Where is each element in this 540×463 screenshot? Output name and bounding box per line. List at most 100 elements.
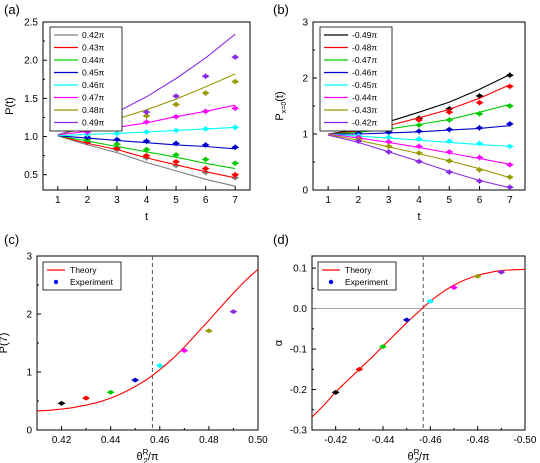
plot-area xyxy=(37,256,258,430)
x-axis-label-suffix: /π xyxy=(419,451,430,463)
data-point xyxy=(142,113,151,119)
y-tick-label: 0.0 xyxy=(293,304,307,315)
x-axis-label: θR 2/π xyxy=(136,448,158,463)
legend-box xyxy=(319,26,393,132)
x-tick-label: 0.44 xyxy=(101,435,121,446)
x-tick-label: -0.46 xyxy=(419,435,442,446)
experiment-point xyxy=(82,395,91,401)
data-point xyxy=(112,137,121,143)
legend-entry: 0.49π xyxy=(82,118,105,128)
panel-label: (c) xyxy=(4,232,19,247)
x-tick-label: 1 xyxy=(55,195,61,206)
y-tick-label: 2.0 xyxy=(24,56,38,67)
data-point xyxy=(231,54,240,60)
data-point xyxy=(231,79,240,85)
data-point xyxy=(505,184,514,190)
data-point xyxy=(445,127,454,132)
x-axis-label: θR 2/π xyxy=(407,448,429,463)
data-point xyxy=(475,155,484,160)
x-tick-label: -0.48 xyxy=(466,435,489,446)
y-tick-label: 0.1 xyxy=(293,264,307,275)
data-point xyxy=(172,127,181,133)
y-axis-label: α xyxy=(273,339,285,346)
data-point xyxy=(505,174,514,180)
legend-entry-experiment: Experiment xyxy=(345,277,389,287)
x-axis-label: t xyxy=(145,211,148,223)
y-axis-label: Px=0(t) xyxy=(274,91,288,120)
y-tick-label: 3 xyxy=(302,18,308,29)
x-tick-label: -0.42 xyxy=(324,435,347,446)
data-point xyxy=(445,149,454,155)
legend: Theory Experiment xyxy=(317,261,397,291)
panel-b: (b) 1 2 3 4 5 6 7 0 1 2 3 t Px=0(t) -0.49π -0.48π -0.47π… xyxy=(273,2,526,223)
x-axis-label-sup: R xyxy=(414,448,420,457)
data-point xyxy=(172,102,181,107)
legend-entry: -0.47π xyxy=(352,55,377,65)
data-point xyxy=(384,149,393,155)
plot-frame xyxy=(311,255,526,431)
x-tick-label: 4 xyxy=(416,195,422,206)
data-point xyxy=(505,121,514,127)
data-point xyxy=(445,169,454,175)
x-tick-label: 0.48 xyxy=(199,435,219,446)
y-axis-label-suffix: (t) xyxy=(274,91,286,101)
data-point xyxy=(201,166,210,172)
data-point xyxy=(354,138,363,144)
legend-entry: 0.44π xyxy=(82,55,105,65)
experiment-point xyxy=(331,389,340,395)
data-point xyxy=(172,140,181,146)
x-tick-label: 5 xyxy=(173,195,179,206)
experiment-point xyxy=(426,298,435,304)
legend: Theory Experiment xyxy=(42,261,122,291)
experiment-point xyxy=(355,366,364,372)
experiment-point xyxy=(402,317,411,323)
data-point xyxy=(384,134,393,140)
data-point xyxy=(505,143,514,149)
legend-box xyxy=(317,261,397,291)
legend-entry: -0.44π xyxy=(352,93,377,103)
experiment-point xyxy=(57,400,66,406)
x-axis-label: t xyxy=(417,211,420,223)
experiment-point xyxy=(229,309,238,315)
data-point xyxy=(505,83,514,89)
experiment-point xyxy=(155,363,164,369)
experiment-point xyxy=(106,389,115,395)
legend-entry: 0.46π xyxy=(82,80,105,90)
data-point xyxy=(415,143,423,149)
data-point xyxy=(172,114,181,120)
y-tick-label: 1.0 xyxy=(24,132,38,143)
panel-d: (d) -0.42 -0.44 -0.46 -0.48 -0.50 -0.3 -0.2 -0.1… xyxy=(273,232,537,463)
data-point xyxy=(201,90,210,96)
data-point xyxy=(415,122,423,128)
data-point xyxy=(142,147,151,152)
y-tick-label: 1.5 xyxy=(24,94,38,105)
data-point xyxy=(415,150,423,156)
data-point xyxy=(112,141,121,147)
y-axis-label-main: P xyxy=(274,113,286,120)
data-point xyxy=(231,105,240,111)
legend: 0.42π 0.43π 0.44π 0.45π 0.46π 0.47π 0.48π 0.49π xyxy=(49,26,123,132)
legend-entry: 0.48π xyxy=(82,105,105,115)
data-point xyxy=(142,153,151,159)
y-tick-label: 2 xyxy=(302,74,308,85)
x-tick-label: 2 xyxy=(356,195,362,206)
x-axis-label-main: θ xyxy=(136,451,142,463)
x-axis-label-sub: 2 xyxy=(414,457,419,463)
x-tick-label: 3 xyxy=(114,195,120,206)
experiment-point xyxy=(497,269,506,275)
data-point xyxy=(142,119,151,125)
data-point xyxy=(172,152,181,158)
legend-entry: 0.45π xyxy=(82,68,105,78)
y-axis-label: P(7) xyxy=(0,333,10,354)
experiment-point xyxy=(473,273,482,279)
x-tick-label: -0.50 xyxy=(514,435,537,446)
data-point xyxy=(142,109,151,115)
data-point xyxy=(112,131,121,136)
x-tick-label: 0.46 xyxy=(150,435,170,446)
data-point xyxy=(415,158,423,164)
x-tick-label: 0.42 xyxy=(52,435,72,446)
theory-curve xyxy=(37,268,258,412)
data-point xyxy=(384,143,393,149)
